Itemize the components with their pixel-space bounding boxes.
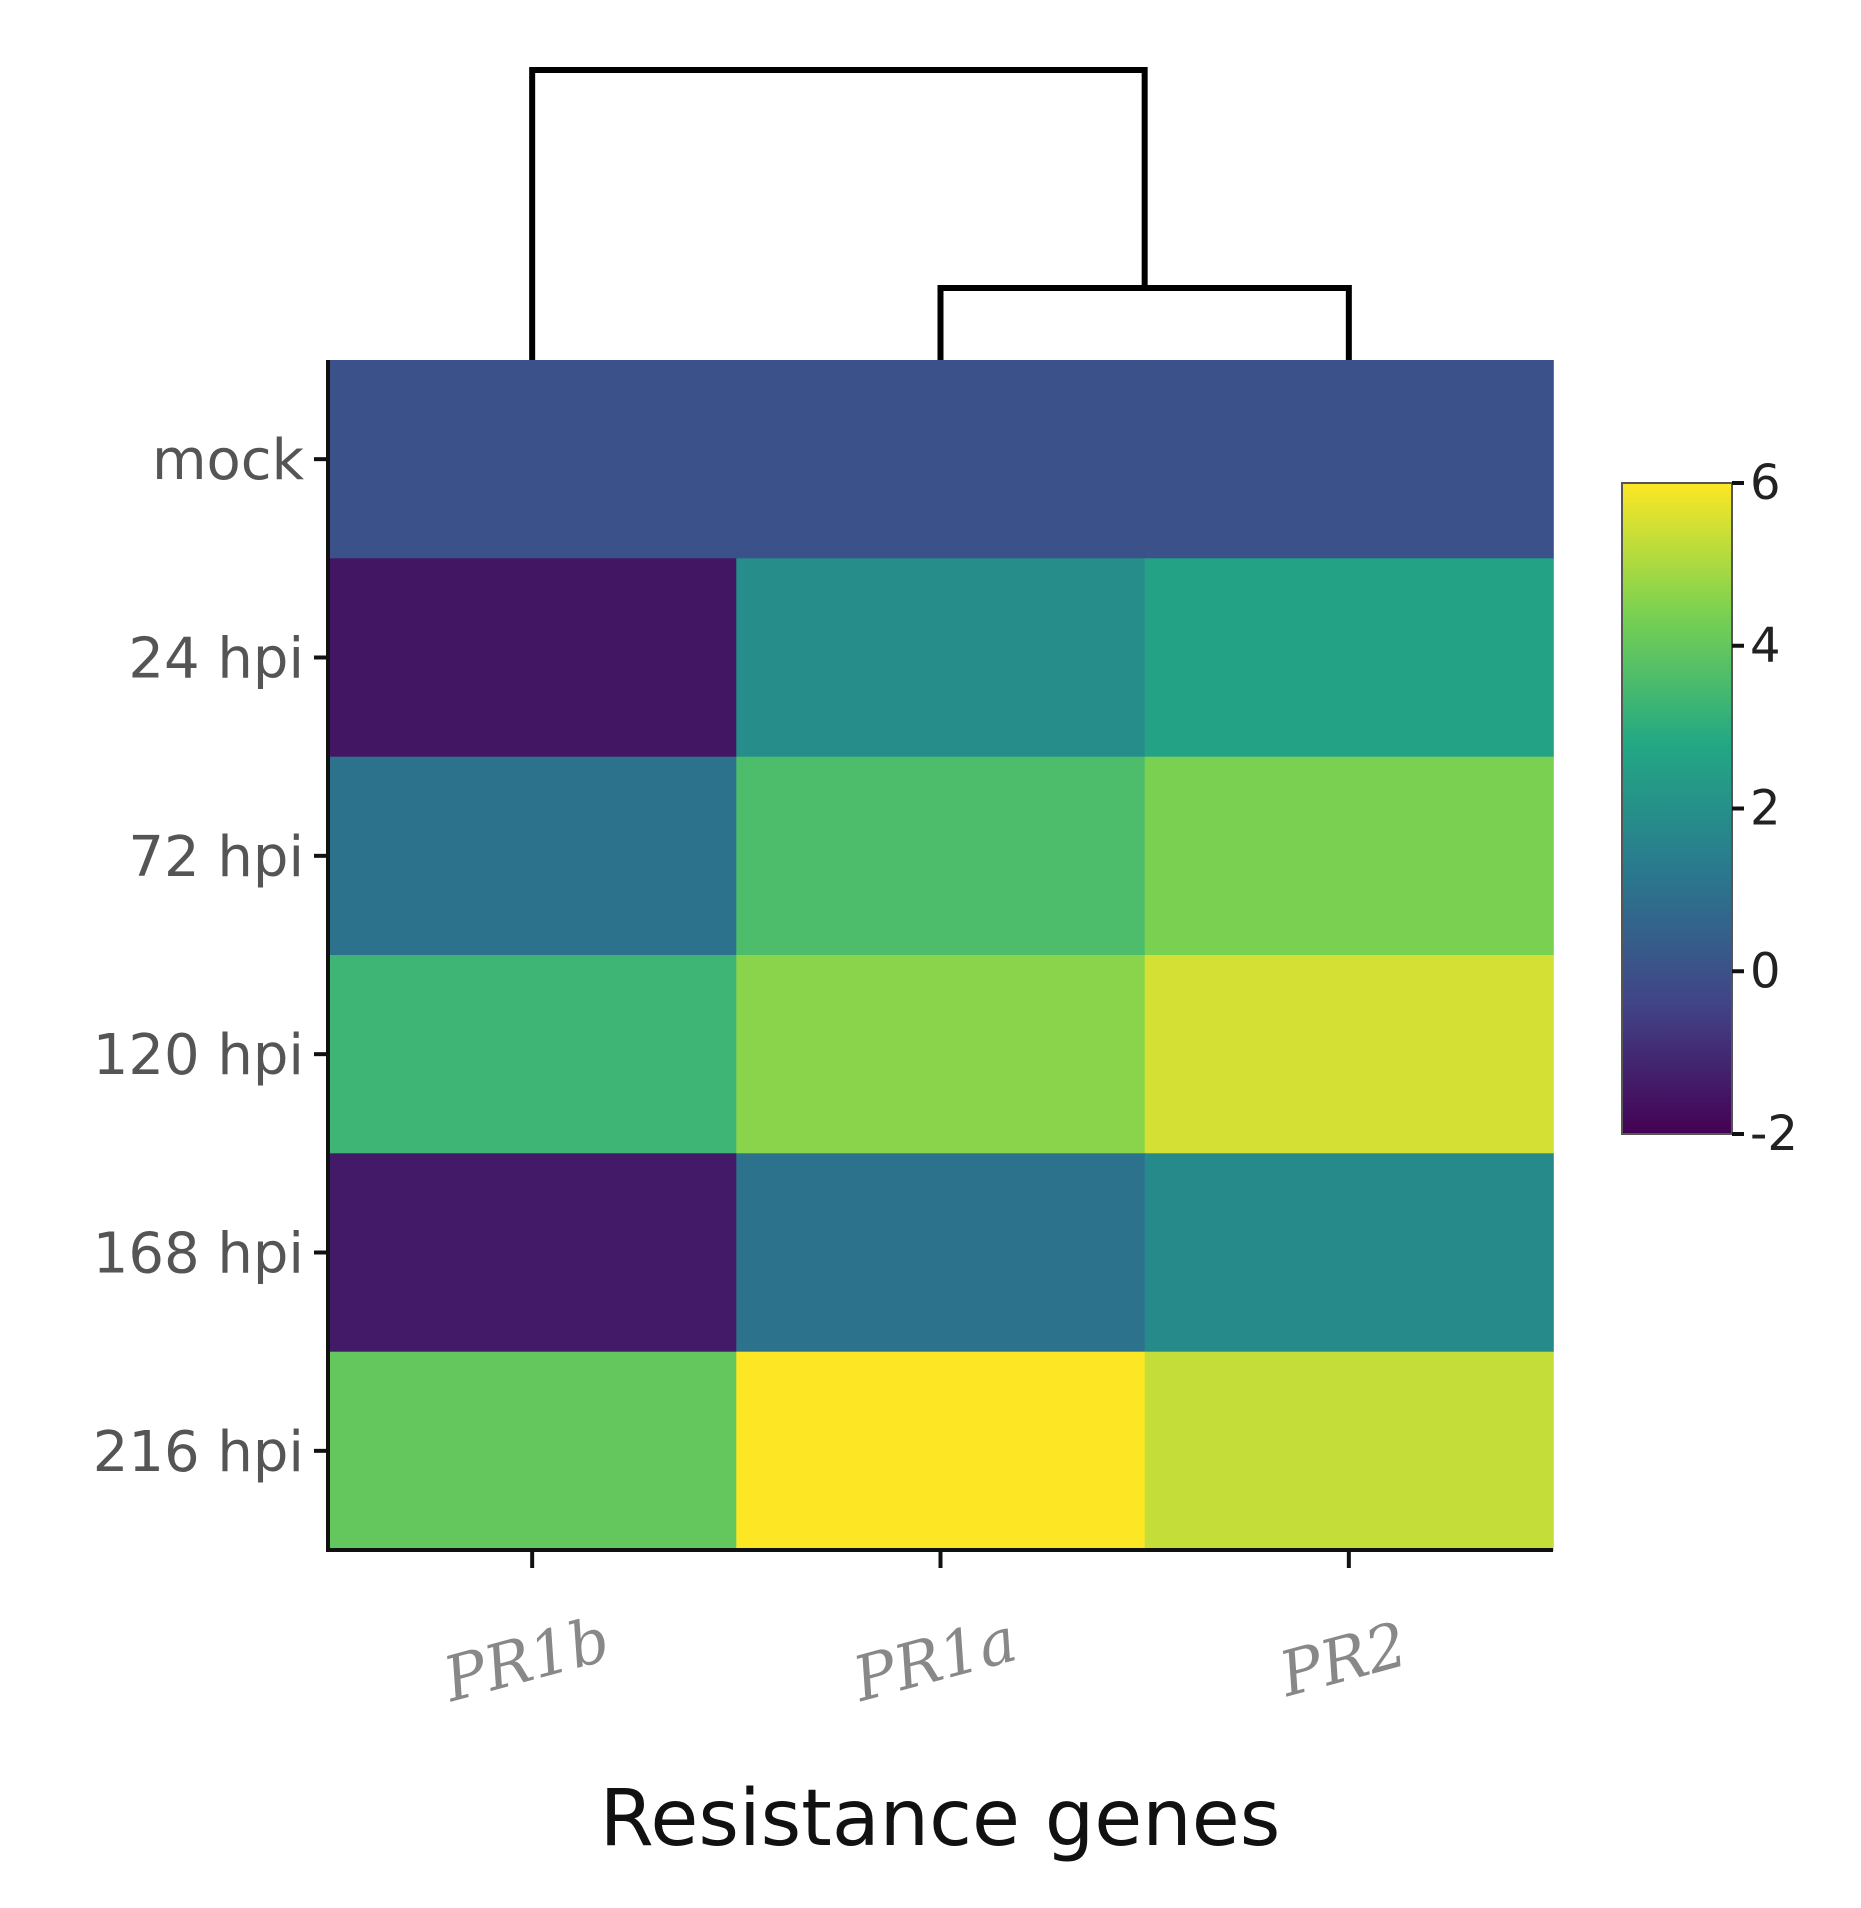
heatmap-cell-0-0 [328, 360, 738, 560]
heatmap-cell-5-1 [736, 1351, 1146, 1551]
heatmap-cell-3-2 [1144, 955, 1554, 1155]
colorbar-tick-label: -2 [1750, 1106, 1798, 1162]
colorbar-tick-label: 6 [1750, 455, 1781, 511]
heatmap-cell-4-1 [736, 1153, 1146, 1353]
x-tick-label: PR1a [845, 1603, 1024, 1716]
column-dendrogram [529, 67, 1352, 360]
heatmap-cell-2-1 [736, 756, 1146, 956]
heatmap-cell-4-2 [1144, 1153, 1554, 1353]
x-tick-label: PR2 [1271, 1607, 1414, 1711]
heatmap-cell-0-1 [736, 360, 1146, 560]
heatmap-cell-4-0 [328, 1153, 738, 1353]
heatmap-cell-2-2 [1144, 756, 1554, 956]
heatmap-cell-3-1 [736, 955, 1146, 1155]
dendrogram-branch-outer [529, 67, 1148, 360]
colorbar-tick-label: 0 [1750, 943, 1781, 999]
dendrogram-branch-inner [937, 285, 1352, 360]
heatmap-cell-3-0 [328, 955, 738, 1155]
colorbar-gradient [1621, 482, 1733, 1135]
colorbar: 6 4 2 0 -2 [1621, 455, 1798, 1162]
heatmap-cell-5-2 [1144, 1351, 1554, 1551]
heatmap-cell-1-2 [1144, 558, 1554, 758]
y-tick-label: 120 hpi [93, 1023, 304, 1088]
heatmap-cell-2-0 [328, 756, 738, 956]
y-tick-label: 216 hpi [93, 1420, 304, 1485]
y-tick-label: 72 hpi [128, 825, 304, 890]
heatmap-cell-0-2 [1144, 360, 1554, 560]
x-ticks: PR1b PR1a PR2 [435, 1550, 1414, 1716]
colorbar-tick-label: 4 [1750, 618, 1781, 674]
heatmap-cell-1-0 [328, 558, 738, 758]
heatmap-cells [328, 360, 1554, 1551]
x-axis-title: Resistance genes [600, 1774, 1281, 1864]
heatmap-cell-1-1 [736, 558, 1146, 758]
heatmap-cell-5-0 [328, 1351, 738, 1551]
y-tick-label: mock [152, 428, 305, 493]
y-tick-label: 168 hpi [93, 1222, 304, 1287]
y-ticks: mock 24 hpi 72 hpi 120 hpi 168 hpi 216 hpi [93, 428, 328, 1485]
colorbar-tick-label: 2 [1750, 781, 1781, 837]
y-tick-label: 24 hpi [128, 627, 304, 692]
x-tick-label: PR1b [435, 1602, 617, 1716]
